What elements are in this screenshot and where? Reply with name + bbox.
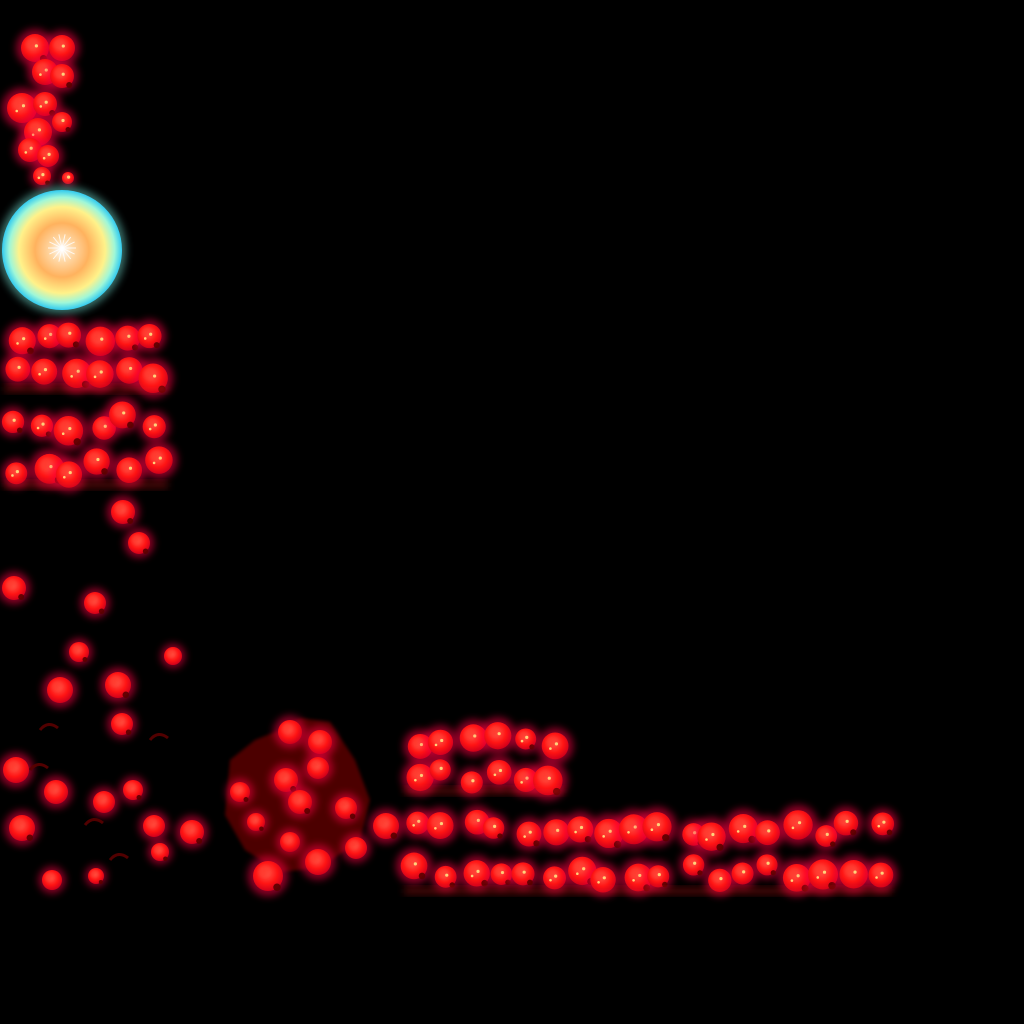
ember-blob bbox=[539, 862, 571, 894]
ember-blob bbox=[89, 787, 119, 817]
ember-blob bbox=[537, 727, 574, 764]
ember-blob bbox=[100, 667, 136, 703]
ember-blob bbox=[160, 643, 186, 669]
ember-blob bbox=[65, 638, 93, 666]
ember-strip-sprite-2 bbox=[0, 396, 178, 493]
ember-blob bbox=[421, 807, 459, 844]
ember-blob bbox=[133, 319, 166, 353]
ember-blob bbox=[81, 355, 119, 393]
ember-blob bbox=[42, 672, 78, 708]
ember-strip-sprite-3 bbox=[401, 717, 574, 801]
ember-blob bbox=[643, 861, 674, 892]
ember-blob bbox=[104, 396, 141, 434]
ember-blob bbox=[140, 441, 178, 479]
ember-blob bbox=[331, 793, 361, 823]
ember-blob bbox=[507, 858, 539, 890]
ember-blob bbox=[458, 855, 495, 892]
ember-blob bbox=[303, 753, 333, 783]
ember-blob bbox=[29, 163, 55, 189]
ember-blob bbox=[45, 59, 79, 93]
fire-orb-sprite bbox=[0, 186, 126, 314]
ember-blob bbox=[106, 495, 140, 529]
ember-blob bbox=[133, 358, 173, 399]
ember-blob bbox=[637, 807, 677, 847]
ember-blob bbox=[111, 452, 147, 488]
ember-blob bbox=[802, 854, 844, 895]
ember-blob bbox=[512, 817, 546, 851]
ember-blob bbox=[778, 805, 818, 845]
ember-blob bbox=[139, 811, 169, 841]
ember-blob bbox=[269, 763, 303, 797]
ember-scatter-sprite bbox=[0, 571, 209, 894]
ember-blob bbox=[51, 318, 86, 352]
ember-blob bbox=[276, 828, 304, 856]
ember-blob bbox=[124, 528, 154, 558]
ember-blob bbox=[80, 321, 121, 362]
ember-blob bbox=[727, 858, 758, 889]
ember-blob bbox=[1, 458, 32, 489]
ember-strip-sprite-1 bbox=[1, 318, 173, 399]
ember-blob bbox=[85, 865, 107, 887]
ember-blob bbox=[867, 808, 899, 840]
ember-blob bbox=[80, 588, 110, 618]
ember-blob bbox=[1, 352, 35, 386]
ember-blob bbox=[147, 839, 173, 865]
ember-blob bbox=[0, 571, 31, 605]
ember-column-sprite bbox=[1, 29, 80, 189]
ember-blob bbox=[119, 776, 147, 804]
ember-blob bbox=[482, 755, 516, 789]
ember-blob bbox=[479, 813, 509, 843]
ember-blob bbox=[48, 108, 76, 136]
ember-blob bbox=[368, 808, 404, 844]
ember-blob bbox=[425, 755, 455, 785]
ember-blob bbox=[811, 821, 841, 851]
ember-blob bbox=[538, 814, 575, 850]
ember-blob bbox=[48, 410, 89, 451]
ember-blob bbox=[0, 752, 34, 788]
ember-blob bbox=[864, 858, 898, 892]
ember-blob bbox=[679, 850, 709, 880]
ember-blob bbox=[479, 717, 517, 755]
ember-blob bbox=[341, 833, 371, 863]
ember-blob bbox=[562, 811, 598, 848]
ember-blob bbox=[423, 725, 458, 760]
ember-blob bbox=[511, 724, 540, 754]
ember-blob bbox=[303, 725, 337, 759]
ember-blob bbox=[527, 760, 568, 801]
ember-blob bbox=[39, 775, 73, 809]
ember-blob bbox=[4, 810, 40, 846]
ember-blob bbox=[430, 862, 461, 892]
ember-blob bbox=[273, 715, 307, 749]
ember-blob bbox=[26, 410, 57, 441]
ember-blob bbox=[750, 815, 785, 850]
ember-blob bbox=[3, 322, 41, 360]
ember-blob bbox=[78, 443, 115, 480]
ember-blob bbox=[300, 844, 336, 880]
ember-blob bbox=[834, 855, 873, 894]
ember-blob bbox=[752, 850, 782, 880]
ember-blob bbox=[247, 855, 289, 897]
ember-blob bbox=[107, 709, 137, 739]
ember-blob bbox=[283, 785, 317, 819]
ember-blob bbox=[33, 141, 63, 171]
ember-blob bbox=[26, 354, 62, 390]
ember-blob bbox=[486, 859, 516, 889]
ember-burst-sprite bbox=[225, 715, 404, 897]
ember-blob bbox=[226, 778, 254, 806]
ember-blob bbox=[829, 806, 863, 840]
ember-blob bbox=[692, 817, 731, 856]
ember-blob bbox=[138, 411, 170, 443]
ember-strip-sprite-4 bbox=[395, 805, 899, 897]
ember-blob bbox=[38, 866, 66, 894]
ember-particle-drop-sprite bbox=[106, 495, 154, 558]
ember-blob bbox=[243, 809, 269, 835]
ember-blob bbox=[0, 406, 29, 437]
ember-blob bbox=[395, 847, 433, 884]
ember-blob bbox=[59, 169, 77, 187]
ember-blob bbox=[175, 815, 209, 849]
